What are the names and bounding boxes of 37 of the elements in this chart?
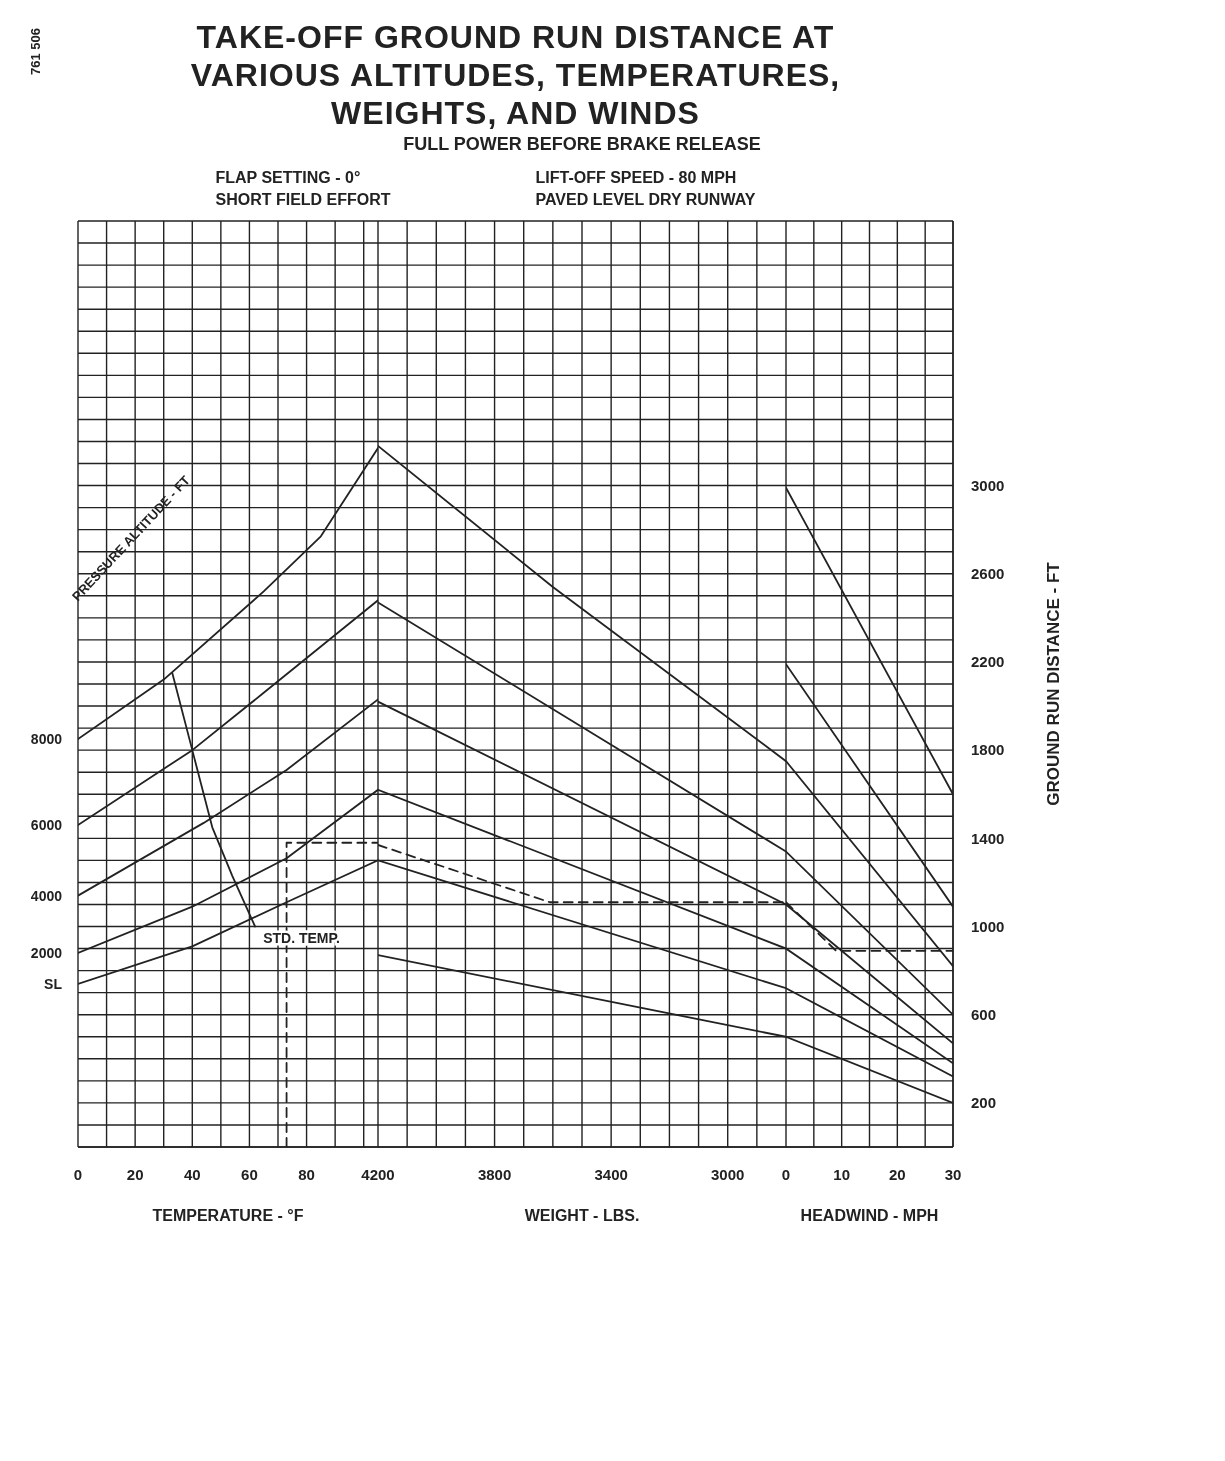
x-tick-label: 60: [241, 1165, 258, 1183]
text: FLAP SETTING - 0°: [215, 169, 362, 187]
y-tick-label: 2600: [971, 565, 1005, 583]
y-tick-label: 1000: [971, 917, 1005, 935]
x-tick-label: 40: [183, 1165, 201, 1183]
y-tick-label: 2200: [971, 653, 1005, 671]
y-tick-label: 200: [971, 1094, 997, 1112]
series-label: 8000: [30, 731, 63, 748]
x-axis-title: WEIGHT - LBS.: [524, 1207, 640, 1224]
chart-subtitle: FULL POWER BEFORE BRAKE RELEASE: [402, 134, 762, 155]
series-label: 2000: [30, 944, 63, 961]
x-tick-label: 0: [73, 1165, 83, 1183]
y-axis-title: GROUND RUN DISTANCE - FT: [1044, 561, 1064, 806]
x-tick-label: 0: [781, 1165, 791, 1183]
y-tick-label: 1800: [971, 741, 1005, 759]
text: SHORT FIELD EFFORT: [215, 191, 392, 209]
x-axis-title: HEADWIND - MPH: [800, 1207, 939, 1224]
series-label: 4000: [30, 887, 63, 904]
x-tick-label: 80: [298, 1165, 315, 1183]
x-tick-label: 20: [888, 1165, 906, 1183]
text: TAKE-OFF GROUND RUN DISTANCE AT VARIOUS ALTITUDES, TEMPERATURES, WEIGHTS, AND WINDS: [189, 18, 842, 132]
x-tick-label: 20: [126, 1165, 144, 1183]
text: 761 506: [28, 28, 43, 75]
series-label: 6000: [30, 817, 63, 834]
x-axis-title: TEMPERATURE - °F: [152, 1207, 304, 1224]
x-tick-label: 4200: [361, 1165, 395, 1183]
series-label: SL: [44, 975, 63, 992]
x-tick-label: 3400: [594, 1165, 628, 1183]
x-tick-label: 3800: [477, 1165, 512, 1183]
x-tick-label: 10: [833, 1165, 851, 1183]
y-tick-label: 3000: [971, 476, 1005, 494]
x-tick-label: 3000: [711, 1165, 745, 1183]
x-tick-label: 30: [944, 1165, 962, 1183]
text: LIFT-OFF SPEED - 80 MPH: [535, 169, 738, 187]
y-tick-label: 600: [971, 1006, 997, 1024]
text: PAVED LEVEL DRY RUNWAY: [535, 191, 757, 209]
y-tick-label: 1400: [971, 829, 1005, 847]
